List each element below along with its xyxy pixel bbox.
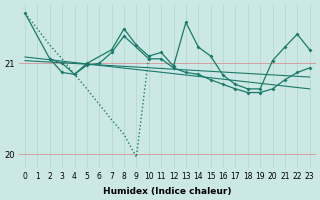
X-axis label: Humidex (Indice chaleur): Humidex (Indice chaleur) — [103, 187, 232, 196]
